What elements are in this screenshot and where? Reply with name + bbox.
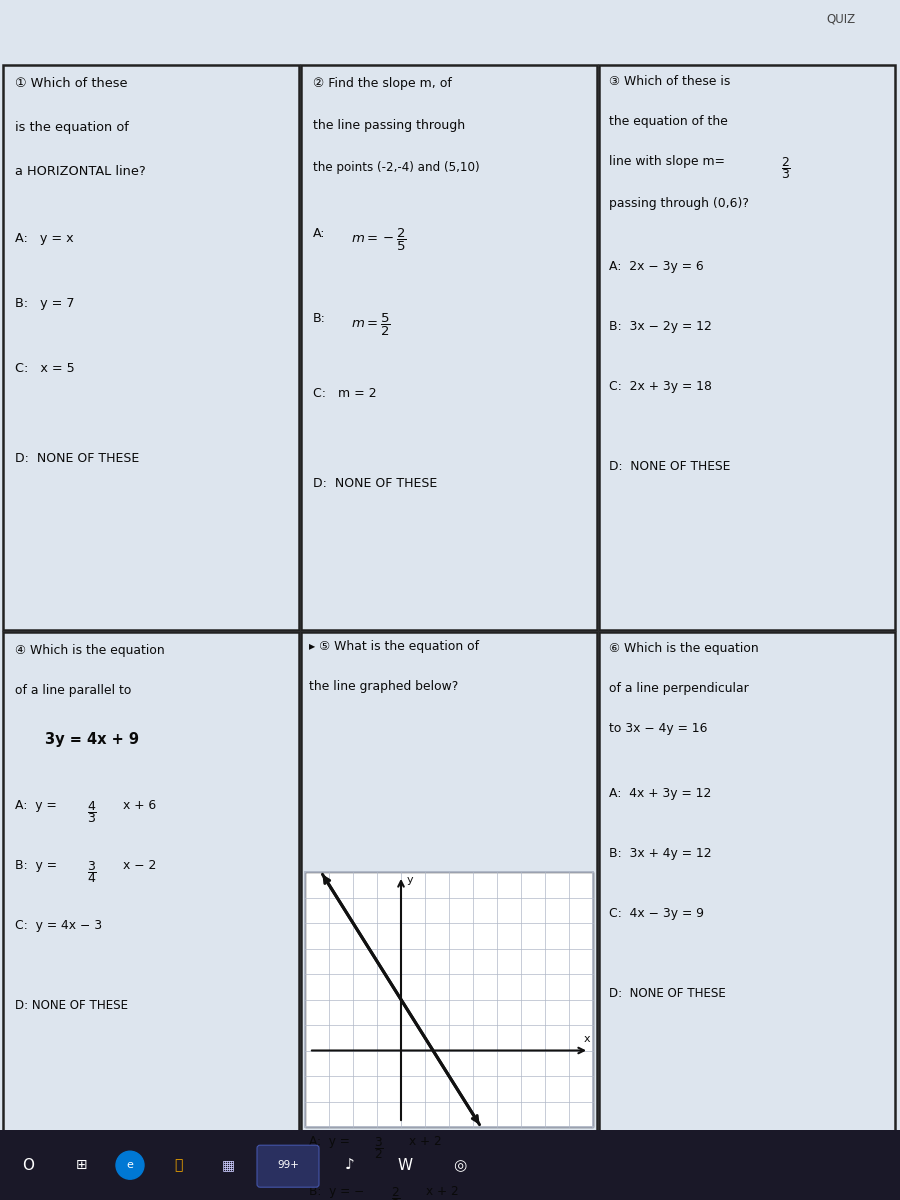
Text: of a line perpendicular: of a line perpendicular — [609, 682, 749, 695]
FancyBboxPatch shape — [3, 632, 299, 1132]
Text: ♪: ♪ — [345, 1158, 355, 1172]
Text: to 3x − 4y = 16: to 3x − 4y = 16 — [609, 722, 707, 734]
Text: $\dfrac{2}{3}$: $\dfrac{2}{3}$ — [781, 155, 791, 181]
Text: the points (-2,-4) and (5,10): the points (-2,-4) and (5,10) — [313, 161, 480, 174]
Text: ▸ ⑤ What is the equation of: ▸ ⑤ What is the equation of — [309, 640, 479, 653]
Text: C:   m = 2: C: m = 2 — [313, 386, 376, 400]
Text: x + 2: x + 2 — [409, 1135, 442, 1148]
Text: B:  3x + 4y = 12: B: 3x + 4y = 12 — [609, 847, 712, 860]
Text: A:: A: — [313, 227, 326, 240]
Text: B:: B: — [313, 312, 326, 325]
Text: passing through (0,6)?: passing through (0,6)? — [609, 197, 749, 210]
Text: $\dfrac{3}{4}$: $\dfrac{3}{4}$ — [87, 859, 97, 884]
Text: the line graphed below?: the line graphed below? — [309, 680, 458, 694]
Text: QUIZ: QUIZ — [826, 12, 855, 25]
FancyBboxPatch shape — [305, 872, 593, 1127]
Text: D:  NONE OF THESE: D: NONE OF THESE — [609, 460, 731, 473]
Text: 📁: 📁 — [174, 1158, 182, 1172]
Text: C:  2x + 3y = 18: C: 2x + 3y = 18 — [609, 380, 712, 392]
Text: B:   y = 7: B: y = 7 — [15, 296, 75, 310]
Text: ⊞: ⊞ — [76, 1158, 88, 1172]
Text: ① Which of these: ① Which of these — [15, 77, 128, 90]
FancyBboxPatch shape — [301, 632, 597, 1132]
Text: 3y = 4x + 9: 3y = 4x + 9 — [45, 732, 139, 746]
Text: ④ Which is the equation: ④ Which is the equation — [15, 644, 165, 658]
Text: of a line parallel to: of a line parallel to — [15, 684, 131, 697]
Text: B:  3x − 2y = 12: B: 3x − 2y = 12 — [609, 320, 712, 332]
Text: C:  4x − 3y = 9: C: 4x − 3y = 9 — [609, 907, 704, 920]
Text: x − 2: x − 2 — [123, 859, 157, 872]
Text: ③ Which of these is: ③ Which of these is — [609, 74, 731, 88]
Text: D: NONE OF THESE: D: NONE OF THESE — [15, 998, 128, 1012]
Text: ◎: ◎ — [454, 1158, 466, 1172]
Text: C:  y = 4x − 3: C: y = 4x − 3 — [15, 919, 102, 932]
Text: ⑥ Which is the equation: ⑥ Which is the equation — [609, 642, 759, 655]
FancyBboxPatch shape — [301, 65, 597, 630]
Text: A:  y =: A: y = — [15, 799, 57, 812]
Text: A:  2x − 3y = 6: A: 2x − 3y = 6 — [609, 260, 704, 272]
Text: the line passing through: the line passing through — [313, 119, 465, 132]
FancyBboxPatch shape — [257, 1145, 319, 1187]
Text: $m = -\dfrac{2}{5}$: $m = -\dfrac{2}{5}$ — [351, 227, 407, 253]
Text: 99+: 99+ — [277, 1160, 299, 1170]
Text: A:   y = x: A: y = x — [15, 232, 74, 245]
Text: $\dfrac{3}{2}$: $\dfrac{3}{2}$ — [374, 1135, 383, 1160]
Text: the equation of the: the equation of the — [609, 115, 728, 128]
Text: O: O — [22, 1158, 34, 1172]
Text: C:   x = 5: C: x = 5 — [15, 362, 75, 374]
FancyBboxPatch shape — [599, 632, 895, 1132]
Circle shape — [116, 1151, 144, 1180]
Text: x + 6: x + 6 — [123, 799, 157, 812]
Text: D:  NONE OF THESE: D: NONE OF THESE — [609, 986, 725, 1000]
Text: a HORIZONTAL line?: a HORIZONTAL line? — [15, 164, 146, 178]
Text: $\dfrac{2}{3}$: $\dfrac{2}{3}$ — [391, 1184, 401, 1200]
FancyBboxPatch shape — [0, 0, 900, 1130]
FancyBboxPatch shape — [599, 65, 895, 630]
Text: B:  y =: B: y = — [15, 859, 57, 872]
Text: A:  y =: A: y = — [309, 1135, 350, 1148]
Text: A:  4x + 3y = 12: A: 4x + 3y = 12 — [609, 787, 711, 800]
Text: $m = \dfrac{5}{2}$: $m = \dfrac{5}{2}$ — [351, 312, 391, 338]
FancyBboxPatch shape — [3, 65, 299, 630]
FancyBboxPatch shape — [0, 1130, 900, 1200]
Text: ▦: ▦ — [221, 1158, 235, 1172]
Text: line with slope m=: line with slope m= — [609, 155, 725, 168]
Text: $\dfrac{4}{3}$: $\dfrac{4}{3}$ — [87, 799, 97, 824]
Text: ② Find the slope m, of: ② Find the slope m, of — [313, 77, 452, 90]
Text: D:  NONE OF THESE: D: NONE OF THESE — [313, 476, 437, 490]
Text: is the equation of: is the equation of — [15, 121, 129, 134]
Text: D:  NONE OF THESE: D: NONE OF THESE — [15, 452, 140, 464]
Text: x: x — [583, 1034, 590, 1044]
Text: y: y — [407, 875, 414, 886]
Text: B:  y = −: B: y = − — [309, 1184, 365, 1198]
Text: x + 2: x + 2 — [426, 1184, 459, 1198]
Text: e: e — [127, 1160, 133, 1170]
Text: W: W — [398, 1158, 412, 1172]
